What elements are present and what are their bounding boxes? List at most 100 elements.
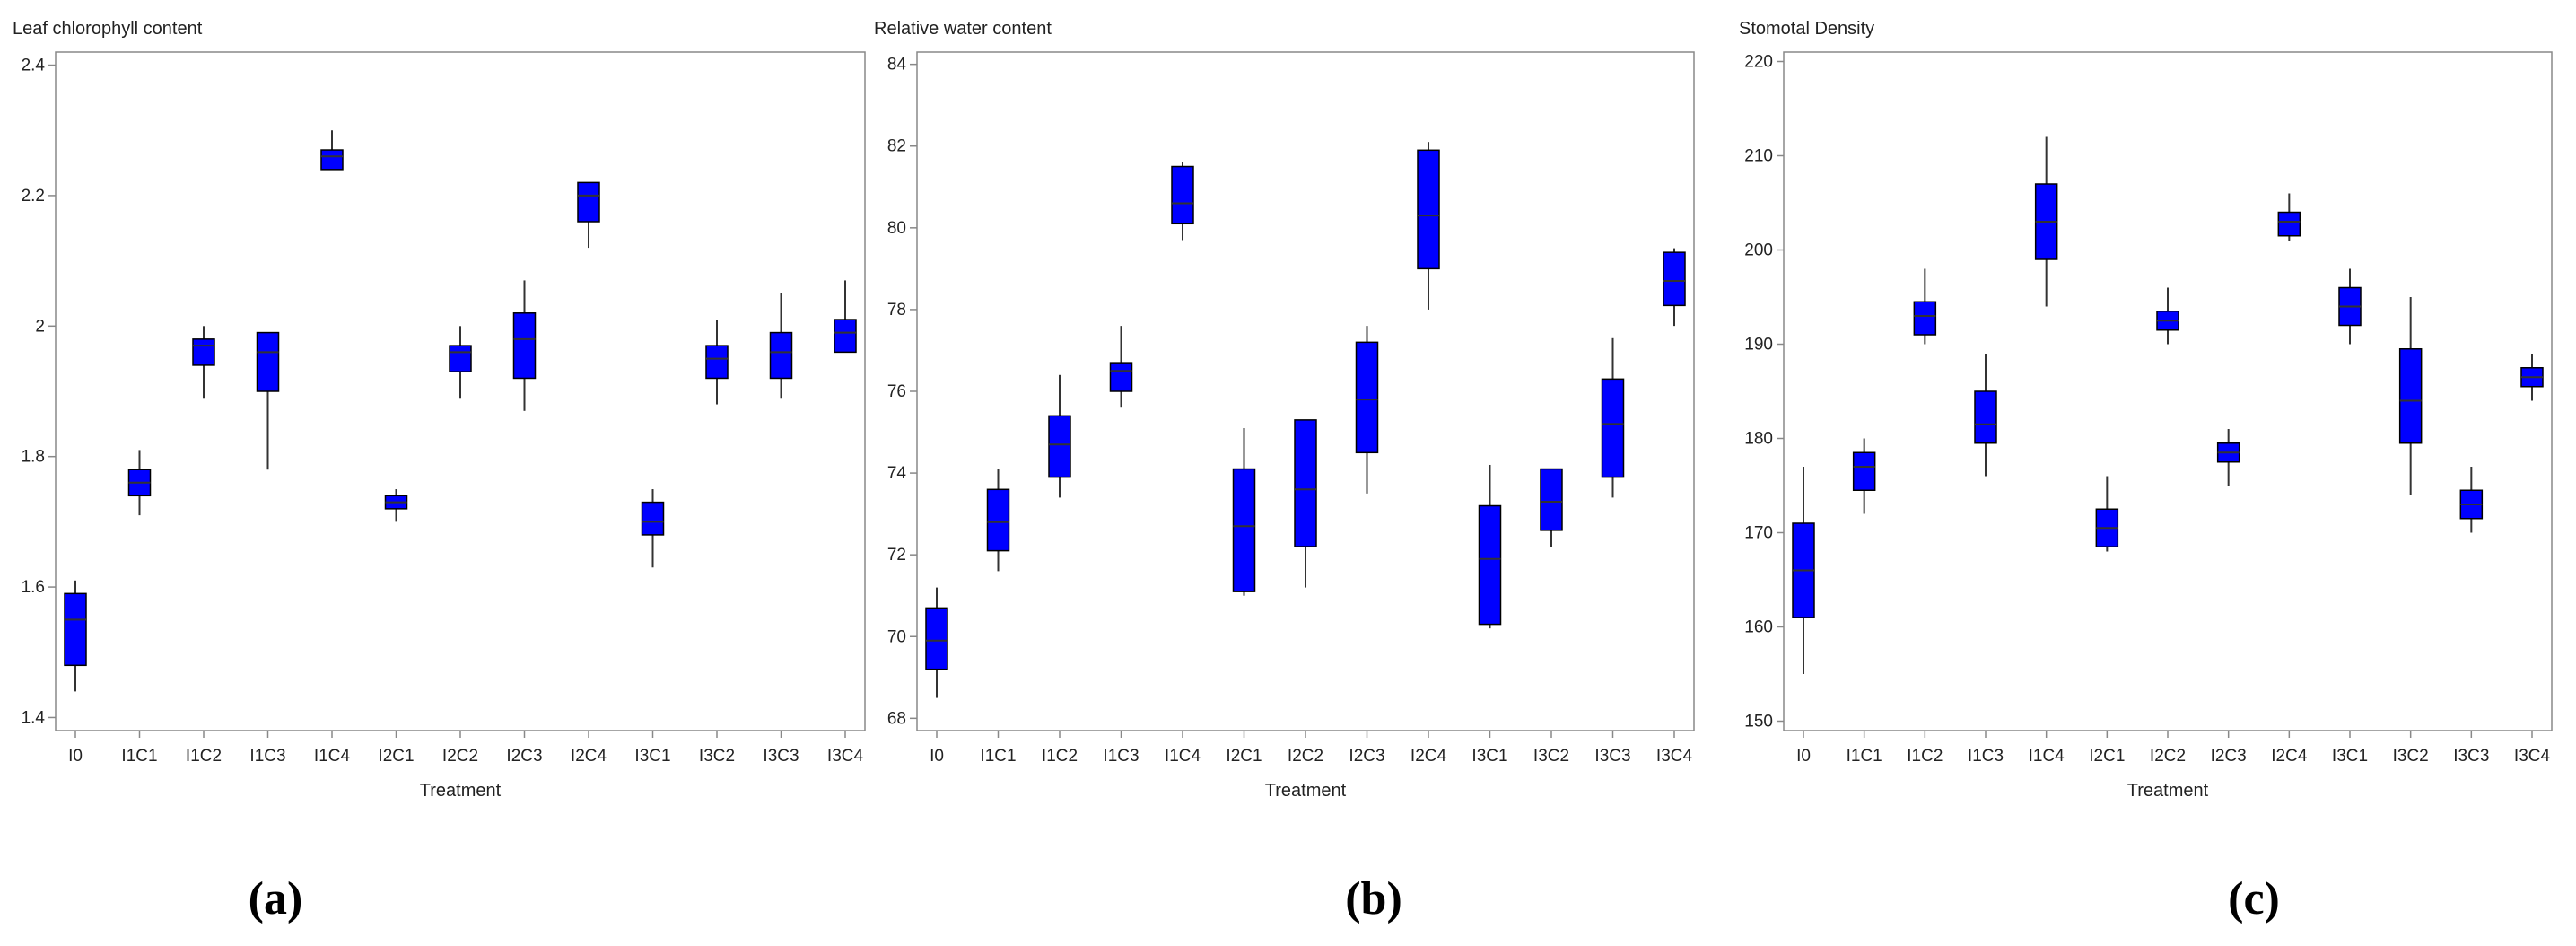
box [1478, 504, 1502, 626]
x-tick-label: I2C3 [2211, 747, 2247, 766]
box [64, 592, 87, 667]
box [512, 312, 537, 380]
box [1852, 451, 1876, 491]
x-tick-label: I3C3 [763, 747, 799, 766]
y-tick-label: 1.6 [22, 578, 45, 597]
x-tick-label: I0 [930, 747, 944, 766]
x-tick-label: I3C2 [2393, 747, 2429, 766]
x-tick-label: I3C3 [1594, 747, 1630, 766]
y-tick-label: 72 [887, 546, 906, 565]
x-tick-label: I3C1 [634, 747, 670, 766]
x-tick-label: I3C3 [2453, 747, 2489, 766]
y-tick-label: 170 [1744, 524, 1773, 543]
x-tick-label: I2C4 [1410, 747, 1447, 766]
y-tick-label: 74 [887, 464, 907, 483]
box [1663, 251, 1686, 307]
box [1355, 341, 1379, 454]
y-axis: 68 70 72 74 76 78 80 82 84 I0 I1C1 I1C2 I1C3 I1C4 I2C1… [887, 56, 1693, 766]
x-tick-label: I1C4 [2029, 747, 2065, 766]
x-tick-label: I1C4 [314, 747, 351, 766]
x-tick-label: I0 [1796, 747, 1811, 766]
box [1232, 468, 1256, 592]
box [2277, 211, 2301, 237]
y-tick-label: 1.4 [22, 708, 46, 727]
box-series [925, 142, 1686, 698]
y-tick-label: 82 [887, 137, 906, 156]
x-tick-label: I2C2 [442, 747, 478, 766]
y-tick-label: 84 [887, 56, 907, 74]
x-tick-label: I1C4 [1165, 747, 1201, 766]
x-tick-label: I3C4 [827, 747, 864, 766]
y-tick-label: 2.4 [22, 57, 46, 75]
x-tick-label: I3C1 [2332, 747, 2368, 766]
panel-a: Leaf chlorophyll content 1.4 1.6 1.8 2 2.2 2.… [13, 19, 866, 924]
box [705, 345, 729, 380]
y-tick-label: 190 [1744, 336, 1773, 355]
panel-c: Stomotal Density 150 160 170 180 190 200 210 22… [1739, 19, 2553, 924]
x-tick-label: I3C2 [699, 747, 735, 766]
box [1171, 165, 1194, 225]
x-tick-label: I1C2 [1042, 747, 1078, 766]
box [1048, 415, 1071, 478]
box [577, 181, 600, 223]
box [1601, 378, 1625, 478]
box [1417, 149, 1440, 270]
box [925, 607, 948, 670]
box [1974, 390, 1997, 444]
box-series [1792, 136, 2544, 674]
x-tick-label: I2C4 [571, 747, 607, 766]
y-tick-label: 80 [887, 219, 906, 238]
x-tick-label: I2C4 [2271, 747, 2308, 766]
chart-title: Relative water content [874, 19, 1052, 39]
y-tick-label: 2 [35, 317, 45, 336]
x-tick-label: I1C1 [980, 747, 1016, 766]
x-tick-label: I2C1 [1226, 747, 1262, 766]
box-series [64, 130, 857, 692]
x-tick-label: I1C3 [1103, 747, 1139, 766]
x-tick-label: I2C3 [1349, 747, 1384, 766]
box [1109, 362, 1133, 392]
box [986, 488, 1010, 552]
x-tick-label: I1C2 [186, 747, 222, 766]
x-tick-label: I2C2 [2150, 747, 2186, 766]
y-tick-label: 150 [1744, 713, 1773, 731]
x-tick-label: I1C1 [121, 747, 157, 766]
x-tick-label: I3C1 [1471, 747, 1507, 766]
x-tick-label: I2C1 [378, 747, 414, 766]
panel-b: Relative water content 68 70 72 74 76 78 80 82 8… [874, 19, 1695, 924]
box [256, 331, 280, 392]
x-tick-label: I2C3 [506, 747, 542, 766]
y-tick-label: 220 [1744, 53, 1773, 72]
x-tick-label: I1C1 [1847, 747, 1882, 766]
chart-title: Leaf chlorophyll content [13, 19, 203, 39]
y-tick-label: 160 [1744, 618, 1773, 637]
x-axis-label: Treatment [1265, 781, 1347, 801]
box [834, 319, 857, 354]
y-tick-label: 1.8 [22, 448, 45, 467]
x-axis-label: Treatment [420, 781, 502, 801]
x-tick-label: I3C4 [2514, 747, 2551, 766]
y-axis: 1.4 1.6 1.8 2 2.2 2.4 I0 I1C1 I1C2 I1C3 I1C4 I2C1 I2… [22, 57, 864, 766]
y-tick-label: 70 [887, 627, 906, 646]
box [641, 501, 665, 536]
y-tick-label: 78 [887, 301, 906, 320]
y-tick-label: 76 [887, 382, 906, 401]
chart-title: Stomotal Density [1739, 19, 1874, 39]
x-tick-label: I1C2 [1907, 747, 1943, 766]
x-tick-label: I0 [68, 747, 83, 766]
x-tick-label: I1C3 [1968, 747, 2004, 766]
box [1294, 419, 1317, 547]
panel-label: (b) [1345, 873, 1402, 924]
box [320, 149, 344, 171]
y-tick-label: 180 [1744, 430, 1773, 449]
x-tick-label: I3C4 [1656, 747, 1693, 766]
x-tick-label: I2C2 [1288, 747, 1323, 766]
x-tick-label: I2C1 [2089, 747, 2125, 766]
box [449, 345, 472, 372]
box [2398, 348, 2423, 444]
box [1913, 301, 1937, 336]
box [769, 331, 793, 380]
y-tick-label: 2.2 [22, 187, 45, 206]
